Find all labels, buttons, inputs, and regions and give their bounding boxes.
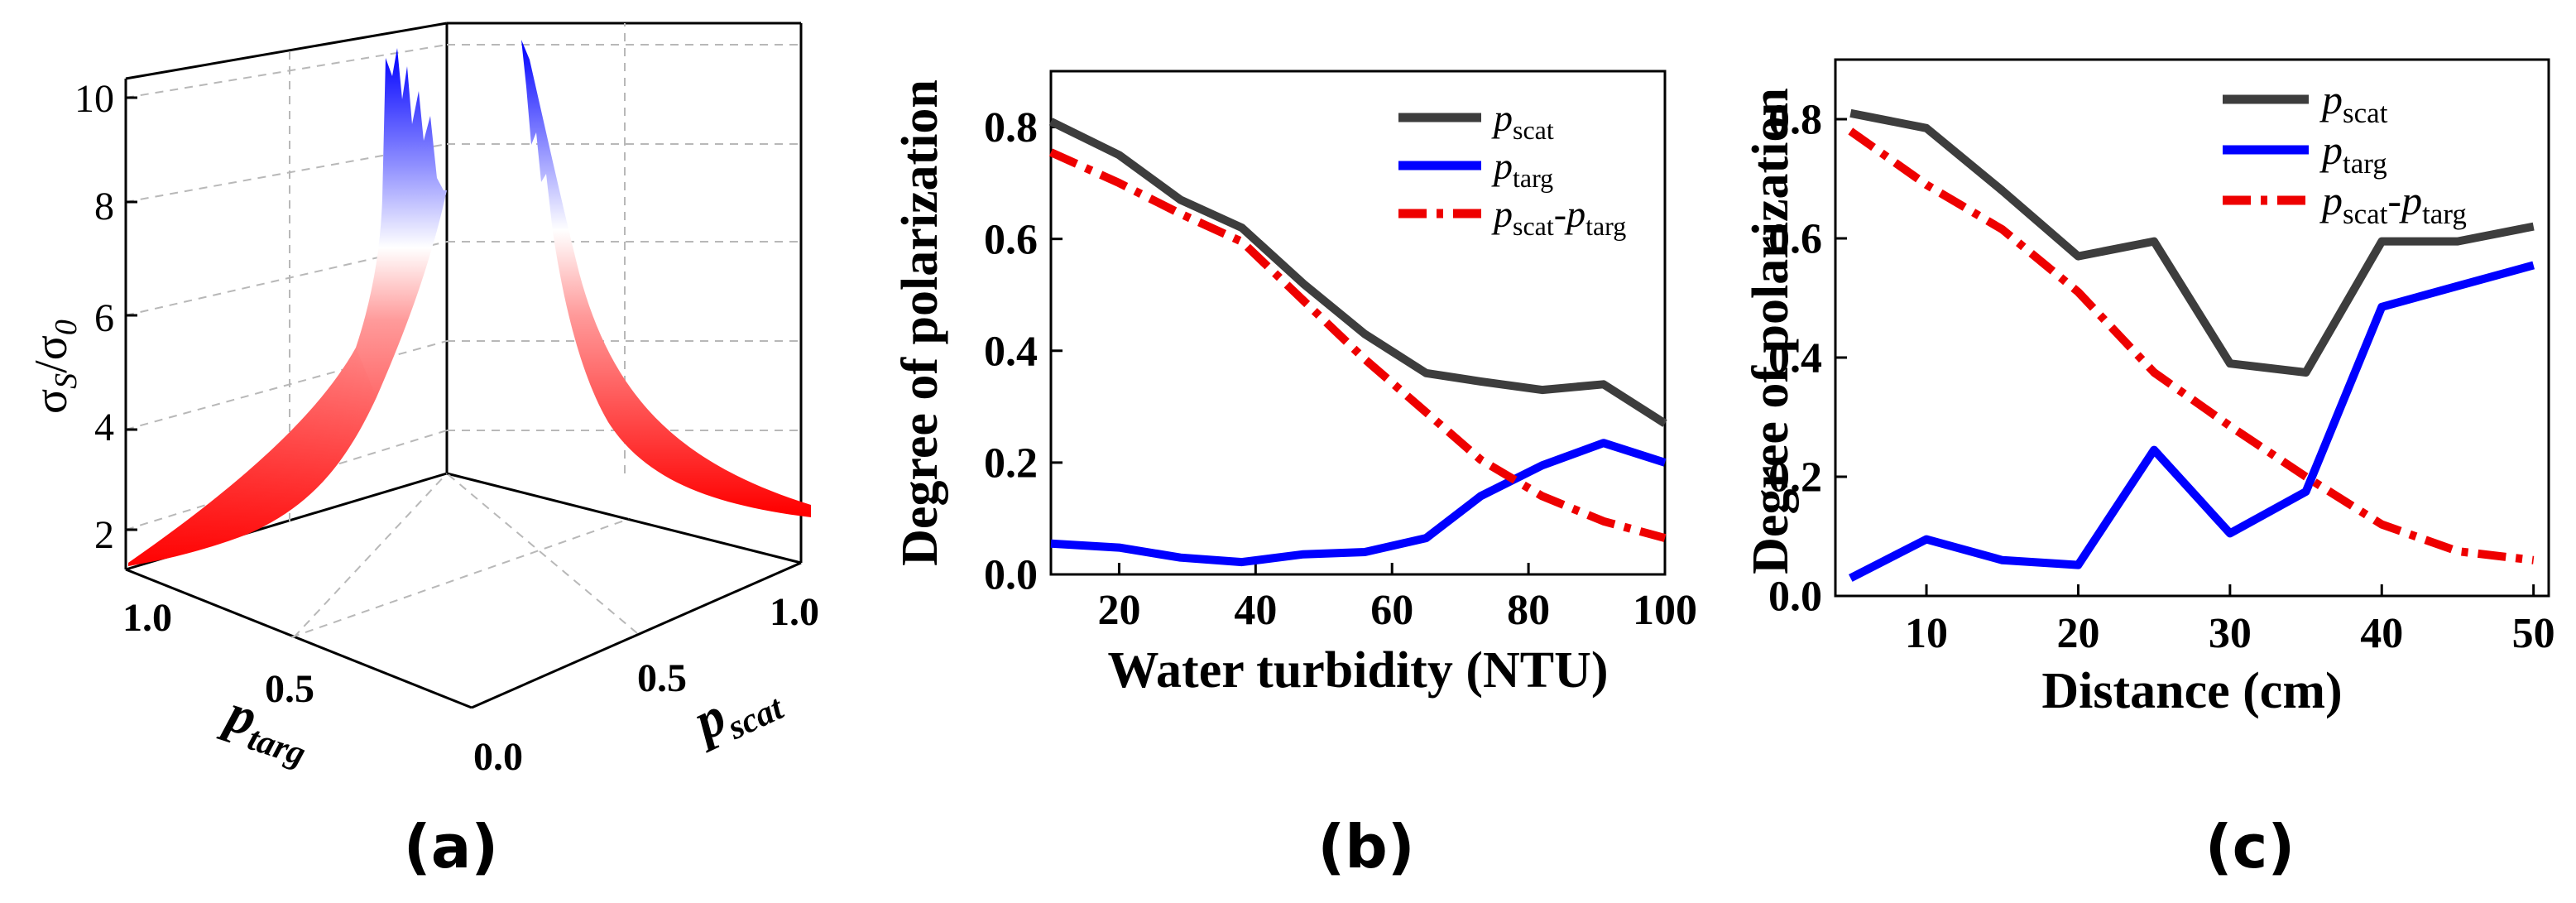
ytick-a-scat: 0.5: [637, 656, 687, 700]
plot-frame-c: [1834, 58, 2550, 598]
series-line-2: [1048, 148, 1667, 542]
series-line-0: [1048, 118, 1667, 427]
legend-b-label-diff: pscat-ptarg: [1491, 193, 1626, 241]
surface-left-shade: [128, 348, 377, 566]
legend-c: pscat ptarg pscat-ptarg: [2223, 76, 2467, 230]
grid-a: [125, 23, 801, 638]
surface-right-lobe: [521, 40, 811, 517]
ztick-a: 8: [94, 185, 114, 228]
xtick-label: 50: [2512, 610, 2555, 657]
xlabel-b: Water turbidity (NTU): [1107, 642, 1608, 699]
xtick-a-targ: 0.5: [265, 667, 314, 711]
series-line-0: [1849, 108, 2535, 377]
axis-a-floor-right: [446, 472, 802, 564]
xtick-a-targ: 1.0: [122, 596, 172, 640]
ylabel-c: Degree of polarization: [1743, 88, 1799, 574]
legend-b-label-pscat: pscat: [1491, 97, 1554, 145]
ytick-label: 0.6: [1768, 216, 1822, 263]
ytick-label: 0.4: [984, 328, 1038, 375]
line-chart-panel-c: 10 20 30 40 50 0.0 0.2 0.4 0.6 0.8 pscat ptarg ps…: [1743, 58, 2555, 719]
xlabel-c: Distance (cm): [2041, 663, 2342, 719]
xtick-label: 40: [2360, 610, 2403, 657]
xtick-label: 30: [2209, 610, 2252, 657]
legend-c-label-pscat: pscat: [2319, 76, 2388, 129]
line-chart-panel-b: 20 40 60 80 100 0.0 0.2 0.4 0.6 0.8 pscat ptarg p…: [892, 70, 1697, 699]
surface-panel-a: 2 4 6 8 10 σS/σ0 1.0 0.5 0.0 0.5 1.0: [26, 22, 819, 779]
legend-c-label-diff: pscat-ptarg: [2319, 177, 2467, 230]
xtick-label: 20: [1097, 587, 1140, 634]
panel-label-a: (a): [404, 812, 498, 881]
ytick-label: 0.2: [1768, 454, 1822, 502]
ytick-label: 0.8: [984, 104, 1038, 151]
ytick-a-scat: 1.0: [770, 590, 819, 634]
ytick-label: 0.2: [984, 440, 1038, 488]
panel-label-c: (c): [2205, 812, 2295, 881]
legend-b: pscat ptarg pscat-ptarg: [1398, 97, 1626, 241]
ztick-a: 6: [94, 296, 114, 340]
ytick-label: 0.0: [1768, 574, 1822, 621]
ytick-label: 0.4: [1768, 335, 1822, 382]
xtick-label: 100: [1633, 587, 1697, 634]
axis-a-pscat: [471, 561, 802, 709]
xtick-label: 10: [1905, 610, 1948, 657]
plot-frame-b: [1049, 70, 1667, 576]
series-line-1: [1849, 261, 2535, 582]
ztick-a: 2: [94, 513, 114, 557]
ztick-a: 4: [94, 406, 114, 449]
xtick-label: 80: [1507, 587, 1550, 634]
ytick-label: 0.8: [1768, 97, 1822, 144]
origin-label-a: 0.0: [473, 735, 523, 779]
panel-label-b: (b): [1317, 812, 1414, 881]
series-line-2: [1848, 127, 2535, 564]
legend-c-label-ptarg: ptarg: [2319, 127, 2387, 180]
axis-a-ptarg: [125, 568, 473, 709]
legend-b-label-ptarg: ptarg: [1491, 145, 1553, 193]
ytick-label: 0.6: [984, 216, 1038, 263]
ztick-a: 10: [74, 77, 114, 121]
xtick-label: 60: [1370, 587, 1413, 634]
axis-a-top-left: [125, 22, 448, 80]
ytick-label: 0.0: [984, 552, 1038, 599]
xtick-label: 20: [2056, 610, 2099, 657]
series-line-1: [1050, 439, 1667, 567]
xtick-label: 40: [1234, 587, 1277, 634]
ylabel-a-pscat: pscat: [681, 661, 790, 761]
ylabel-b: Degree of polarization: [892, 79, 948, 566]
zlabel-a: σS/σ0: [26, 319, 84, 414]
